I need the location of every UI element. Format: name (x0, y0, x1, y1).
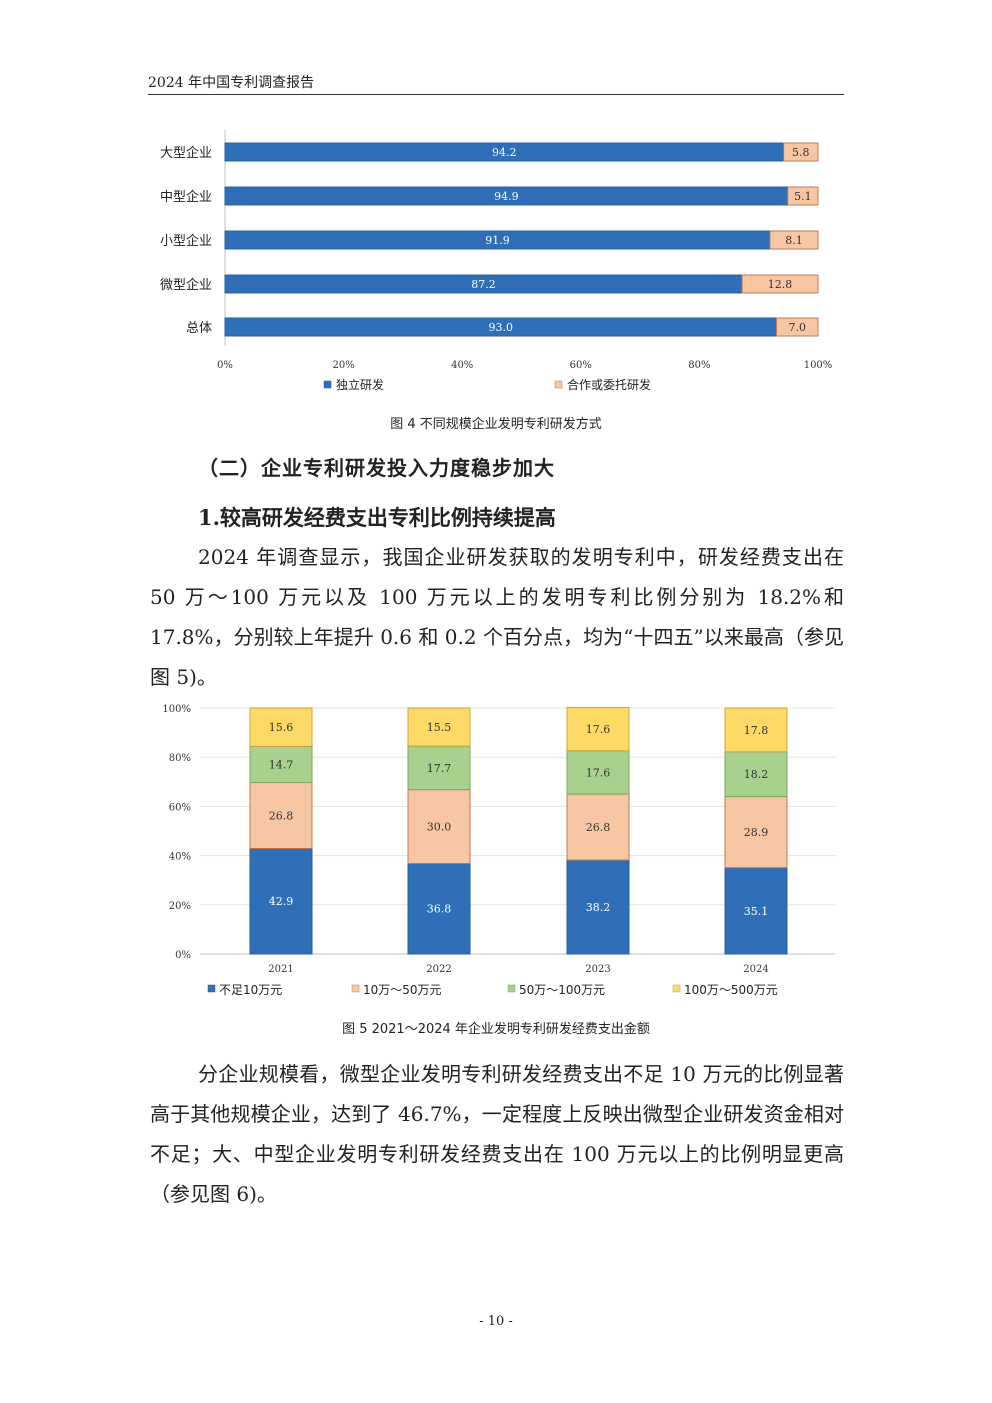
legend-swatch (554, 380, 563, 389)
bar-segment (741, 274, 819, 294)
x-tick-label: 40% (451, 360, 473, 371)
data-label: 30.0 (427, 821, 452, 834)
page-number: - 10 - (479, 1314, 513, 1329)
legend-swatch (323, 380, 332, 389)
data-label: 8.1 (785, 234, 803, 247)
bar-segment (787, 186, 819, 206)
bar-segment (724, 867, 788, 955)
x-tick-label: 2024 (743, 964, 768, 975)
bar-segment (566, 793, 630, 861)
bar-segment (566, 707, 630, 752)
data-label: 18.2 (744, 768, 769, 781)
y-tick-label: 0% (175, 950, 191, 961)
figure-4-chart: 0% 20% 40% 60% 80% 100% 大型企业 94.2 5.8 中型企业 94.9 5.1… (160, 130, 833, 392)
data-label: 5.8 (792, 146, 810, 159)
category-label: 总体 (186, 321, 212, 336)
legend-swatch (207, 984, 216, 993)
category-label: 微型企业 (160, 277, 212, 293)
bar-segment (769, 230, 819, 250)
data-label: 36.8 (427, 903, 452, 916)
data-label: 15.5 (427, 721, 452, 734)
legend-swatch (351, 984, 360, 993)
legend-swatch (672, 984, 681, 993)
category-label: 小型企业 (160, 233, 212, 249)
figure-5-caption: 图 5 2021～2024 年企业发明专利研发经费支出金额 (342, 1022, 650, 1037)
y-tick-label: 100% (162, 704, 191, 715)
section-heading: （二）企业专利研发投入力度稳步加大 (198, 456, 555, 480)
data-label: 26.8 (586, 821, 611, 834)
sub-heading: 1.较高研发经费支出专利比例持续提高 (198, 505, 556, 530)
legend-label: 10万～50万元 (363, 983, 442, 997)
x-tick-label: 2023 (585, 964, 610, 975)
y-tick-label: 20% (169, 901, 191, 912)
figure-5-chart: 0% 20% 40% 60% 80% 100% 42.9 26.8 14.7 15.6 2021 36… (162, 704, 835, 997)
bar-segment (783, 142, 819, 162)
x-tick-label: 80% (688, 360, 710, 371)
figure-4-caption: 图 4 不同规模企业发明专利研发方式 (390, 417, 602, 432)
bar-segment (566, 859, 630, 955)
bar-segment (724, 707, 788, 753)
data-label: 94.9 (494, 190, 519, 203)
data-label: 17.7 (427, 762, 452, 775)
bar-segment (249, 745, 313, 784)
legend-label: 100万～500万元 (684, 983, 778, 997)
bar-segment (407, 789, 471, 864)
data-label: 38.2 (586, 901, 611, 914)
legend-label: 不足10万元 (219, 983, 282, 997)
data-label: 91.9 (485, 234, 510, 247)
bar-segment (249, 707, 313, 747)
data-label: 5.1 (794, 190, 812, 203)
data-label: 94.2 (492, 146, 517, 159)
data-label: 17.8 (744, 724, 769, 737)
data-label: 35.1 (744, 905, 769, 918)
bar-segment (249, 847, 313, 955)
page-header: 2024 年中国专利调查报告 (148, 70, 844, 95)
data-label: 28.9 (744, 826, 769, 839)
data-label: 14.7 (269, 758, 294, 771)
legend-label: 50万～100万元 (519, 983, 605, 997)
bar-segment (566, 750, 630, 795)
legend-label: 合作或委托研发 (567, 377, 651, 392)
paragraph-2: 分企业规模看，微型企业发明专利研发经费支出不足 10 万元的比例显著高于其他规模… (150, 1062, 844, 1206)
x-tick-label: 60% (570, 360, 592, 371)
data-label: 93.0 (488, 321, 513, 334)
data-label: 87.2 (471, 278, 496, 291)
y-tick-label: 80% (169, 753, 191, 764)
bar-segment (775, 317, 819, 337)
data-label: 42.9 (269, 895, 294, 908)
data-label: 7.0 (788, 321, 806, 334)
data-label: 12.8 (768, 278, 793, 291)
bar-segment (724, 796, 788, 869)
data-label: 15.6 (269, 721, 294, 734)
x-tick-label: 2021 (268, 964, 293, 975)
category-label: 中型企业 (160, 189, 212, 205)
header-title: 2024 年中国专利调查报告 (148, 75, 315, 91)
data-label: 26.8 (269, 810, 294, 823)
bar-segment (724, 751, 788, 798)
category-label: 大型企业 (160, 145, 212, 161)
legend-label: 独立研发 (336, 377, 384, 392)
y-tick-label: 40% (169, 852, 191, 863)
legend-swatch (507, 984, 516, 993)
bar-segment (407, 745, 471, 791)
bar-segment (407, 707, 471, 747)
x-tick-label: 20% (332, 360, 354, 371)
x-tick-label: 100% (804, 360, 833, 371)
paragraph-1: 2024 年调查显示，我国企业研发获取的发明专利中，研发经费支出在 50 万～1… (150, 545, 844, 689)
data-label: 17.6 (586, 723, 611, 736)
x-tick-label: 0% (217, 360, 233, 371)
x-tick-label: 2022 (426, 964, 451, 975)
data-label: 17.6 (586, 766, 611, 779)
y-tick-label: 60% (169, 802, 191, 813)
